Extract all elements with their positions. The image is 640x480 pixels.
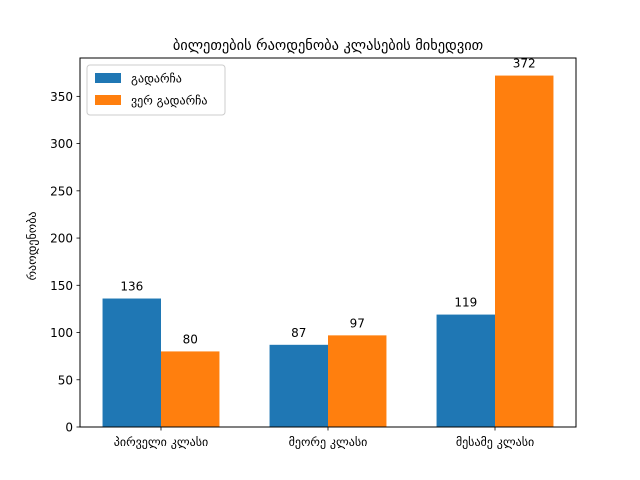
legend-label-1: გადარჩა (131, 72, 182, 86)
bar-1-2 (269, 344, 328, 427)
legend-swatch-1 (95, 73, 121, 83)
data-label-2-2: 97 (350, 316, 365, 330)
legend-box (86, 64, 226, 116)
data-labels-layer: 136 87 119 80 97 372 (120, 57, 535, 347)
plot-frame (79, 57, 577, 428)
y-axis-label: რაოდენობა (25, 212, 39, 281)
y-tick-label-3: 150 (50, 279, 73, 293)
legend: გადარჩა ვერ გადარჩა (86, 64, 226, 116)
y-tick-label-4: 200 (50, 232, 73, 246)
x-axis: პირველი კლასი მეორე კლასი მესამე კლასი (114, 427, 534, 449)
x-tick-label-2: მესამე კლასი (456, 435, 534, 449)
legend-label-2: ვერ გადარჩა (131, 94, 208, 108)
bar-1-3 (436, 314, 496, 427)
y-tick-label-5: 250 (50, 184, 73, 198)
y-axis: 0 50 100 150 200 250 300 350 (50, 90, 80, 435)
chart-title: ბილეთების რაოდენობა კლასების მიხედვით (173, 37, 483, 54)
x-tick-label-0: პირველი კლასი (114, 435, 208, 449)
data-label-1-1: 136 (120, 280, 143, 294)
y-tick-label-0: 0 (65, 421, 73, 435)
data-label-1-3: 119 (454, 296, 477, 310)
bar-2-2 (328, 335, 387, 427)
bar-1-1 (102, 298, 161, 427)
bar-2-1 (160, 351, 220, 427)
data-label-2-1: 80 (183, 332, 198, 346)
bar-2-3 (495, 75, 554, 428)
legend-swatch-2 (95, 95, 121, 105)
x-tick-label-1: მეორე კლასი (289, 435, 368, 449)
y-tick-label-2: 100 (50, 326, 73, 340)
y-tick-label-6: 300 (50, 137, 73, 151)
bars-layer (102, 75, 554, 428)
data-label-1-2: 87 (291, 326, 306, 340)
data-label-2-3: 372 (513, 57, 536, 71)
y-tick-label-1: 50 (58, 373, 73, 387)
y-tick-label-7: 350 (50, 90, 73, 104)
